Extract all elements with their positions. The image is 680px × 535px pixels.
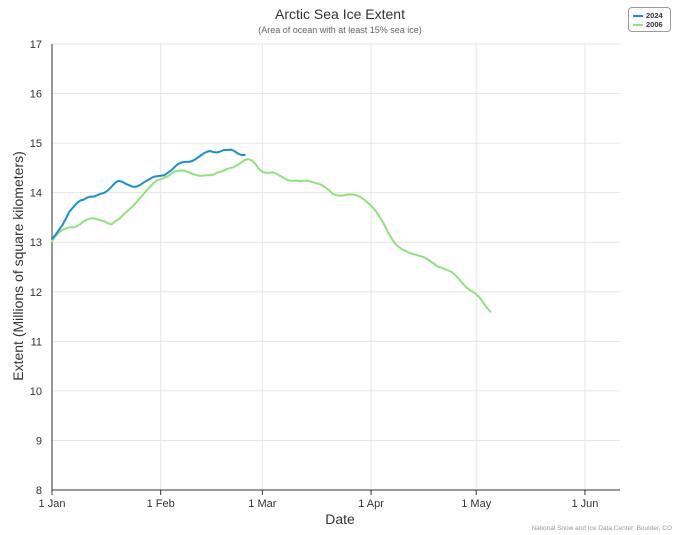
- y-tick-label: 11: [31, 336, 42, 348]
- x-axis-label: Date: [325, 511, 355, 527]
- series-line-2024: [51, 148, 246, 240]
- legend-label-2006: 2006: [646, 20, 663, 29]
- grid-layer: [52, 43, 620, 490]
- y-tick-label: 15: [30, 138, 42, 150]
- legend: 2024 2006: [628, 7, 671, 32]
- x-tick-label: 1 Jan: [39, 498, 66, 510]
- y-tick-label: 14: [30, 188, 42, 200]
- series-line-2006: [51, 158, 492, 313]
- tick-layer: 8 9 10 11 12 13 14 15 16 17 1 Jan 1 Feb 1 Mar 1 Apr 1 …: [30, 39, 599, 510]
- legend-swatch-2006: [633, 23, 643, 26]
- legend-item-2006[interactable]: 2006: [633, 20, 670, 29]
- chart-subtitle: (Area of ocean with at least 15% sea ice…: [258, 25, 422, 35]
- y-tick-label: 17: [30, 39, 42, 51]
- x-tick-label: 1 Apr: [358, 498, 384, 510]
- credit-text: National Snow and Ice Data Center, Bould…: [531, 525, 672, 532]
- legend-swatch-2024: [633, 14, 643, 17]
- y-tick-label: 8: [36, 485, 42, 497]
- y-tick-label: 16: [30, 89, 42, 101]
- x-tick-label: 1 Feb: [147, 498, 175, 510]
- y-tick-label: 13: [30, 237, 42, 249]
- y-axis-label: Extent (Millions of square kilometers): [10, 151, 26, 381]
- x-tick-label: 1 Mar: [248, 498, 276, 510]
- legend-label-2024: 2024: [646, 11, 663, 20]
- chart-title: Arctic Sea Ice Extent: [275, 6, 405, 22]
- axis-layer: [51, 44, 620, 495]
- series-layer: [51, 148, 492, 313]
- y-tick-label: 9: [36, 435, 42, 447]
- y-tick-label: 12: [30, 287, 42, 299]
- legend-item-2024[interactable]: 2024: [633, 11, 670, 20]
- y-tick-label: 10: [30, 386, 42, 398]
- x-tick-label: 1 May: [461, 498, 491, 510]
- x-tick-label: 1 Jun: [571, 498, 598, 510]
